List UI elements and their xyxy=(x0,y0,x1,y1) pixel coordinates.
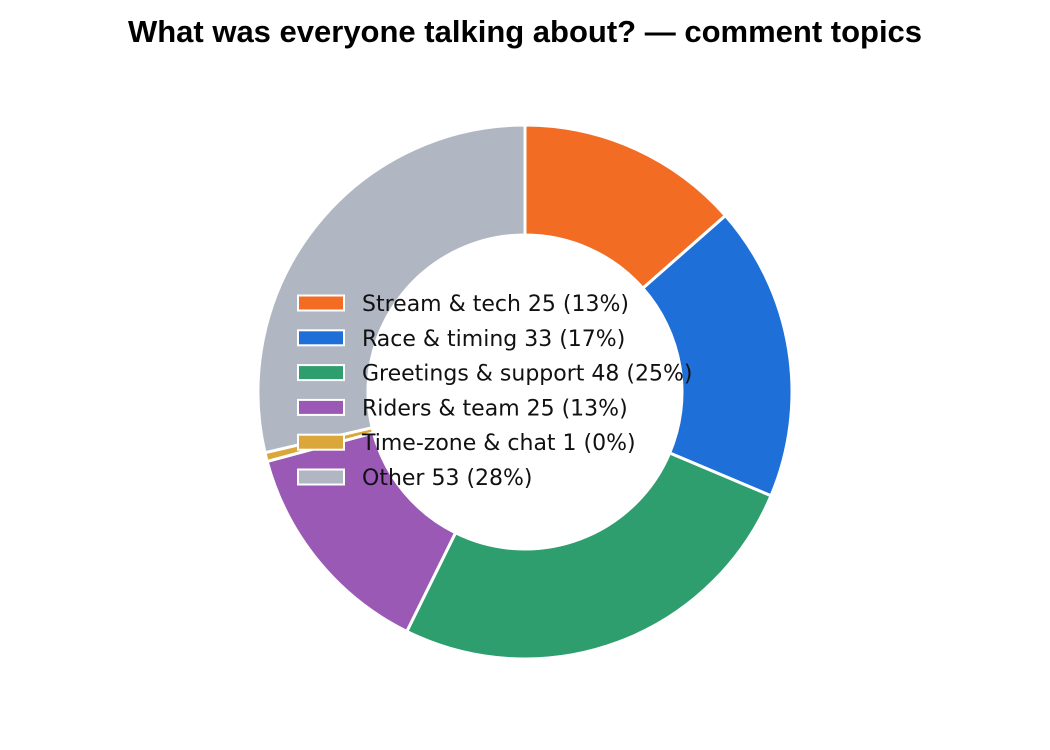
chart-title: What was everyone talking about? — comme… xyxy=(127,14,923,49)
legend-label-other: Other 53 (28%) xyxy=(362,466,533,491)
legend-swatch-stream-and-tech xyxy=(297,294,345,312)
legend-swatch-greetings-and-support xyxy=(297,364,345,382)
legend: Stream & tech 25 (13%) Race & timing 33 (… xyxy=(297,292,692,491)
legend-swatch-riders-and-team xyxy=(297,398,345,416)
legend-label-time-zone-and-chat: Time-zone & chat 1 (0%) xyxy=(361,431,636,456)
legend-label-race-and-timing: Race & timing 33 (17%) xyxy=(362,327,625,352)
slice-greetings-and-support xyxy=(404,451,773,661)
legend-label-greetings-and-support: Greetings & support 48 (25%) xyxy=(362,362,692,387)
legend-label-stream-and-tech: Stream & tech 25 (13%) xyxy=(362,292,629,317)
legend-swatch-other xyxy=(297,468,345,486)
legend-label-riders-and-team: Riders & team 25 (13%) xyxy=(362,396,628,421)
legend-swatch-time-zone-and-chat xyxy=(297,433,345,451)
legend-swatch-race-and-timing xyxy=(297,329,345,347)
slice-race-and-timing xyxy=(640,213,794,498)
